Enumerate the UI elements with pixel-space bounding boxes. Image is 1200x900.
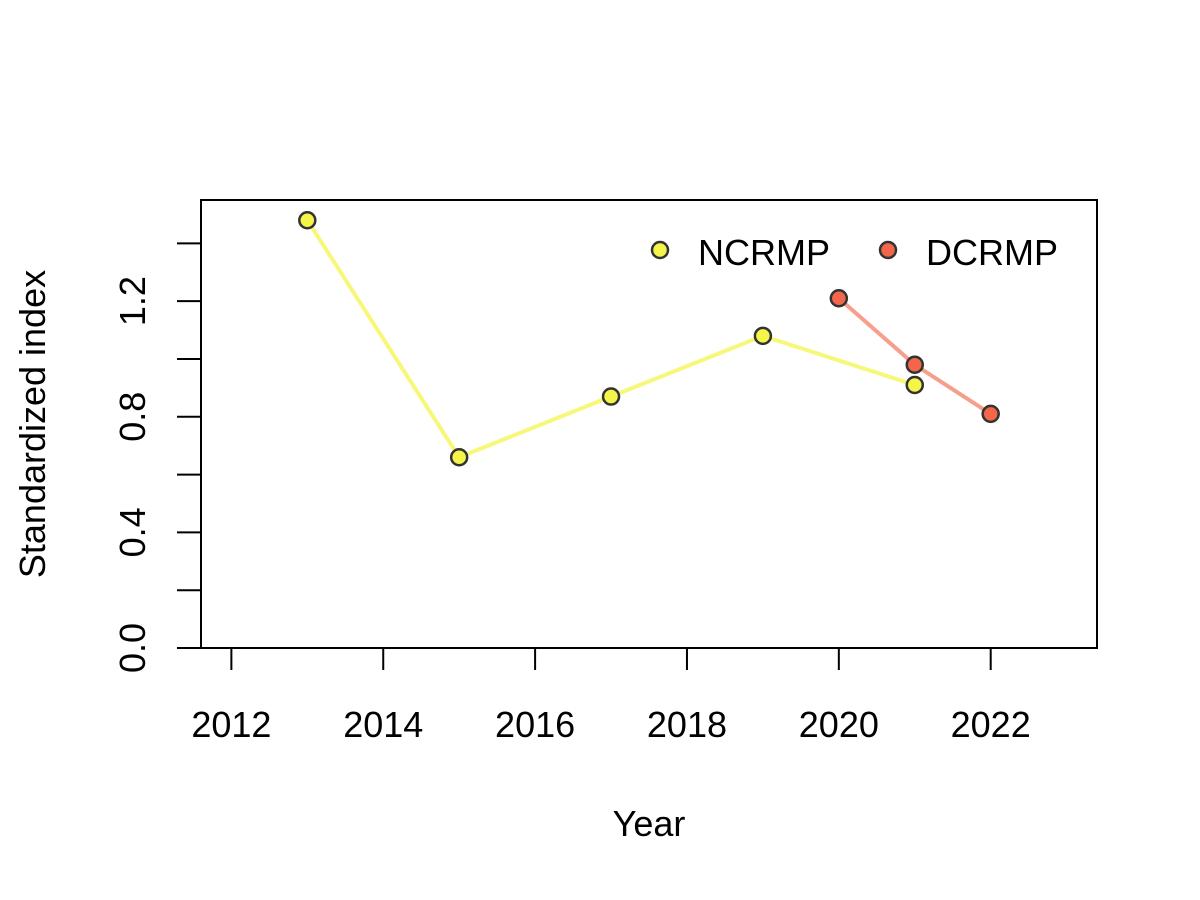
x-axis: 2012 2014 2016 2018 2020 2022 bbox=[191, 647, 1031, 745]
legend-label-dcrmp: DCRMP bbox=[926, 232, 1058, 273]
y-tick-label: 0.0 bbox=[112, 623, 153, 673]
y-axis-title: Standardized index bbox=[12, 270, 53, 578]
x-tick-label: 2016 bbox=[495, 704, 575, 745]
data-point-ncrmp bbox=[905, 375, 925, 395]
data-point-dcrmp bbox=[829, 289, 849, 308]
x-tick-label: 2012 bbox=[191, 704, 271, 745]
x-tick-label: 2014 bbox=[343, 704, 423, 745]
y-tick-label: 0.8 bbox=[112, 392, 153, 442]
y-axis: 0.0 0.4 0.8 1.2 bbox=[112, 242, 202, 673]
x-tick-label: 2018 bbox=[647, 704, 727, 745]
x-tick-label: 2022 bbox=[951, 704, 1031, 745]
legend-label-ncrmp: NCRMP bbox=[698, 232, 830, 273]
data-point-ncrmp bbox=[601, 387, 621, 406]
data-point-ncrmp bbox=[449, 447, 469, 467]
data-point-dcrmp bbox=[905, 355, 925, 374]
legend-marker-dcrmp bbox=[878, 240, 898, 260]
y-tick-label: 0.4 bbox=[112, 507, 153, 557]
x-axis-title: Year bbox=[613, 803, 686, 844]
legend-marker-ncrmp bbox=[650, 240, 670, 260]
x-tick-label: 2020 bbox=[799, 704, 879, 745]
data-point-ncrmp bbox=[298, 210, 317, 230]
legend: NCRMP DCRMP bbox=[650, 232, 1058, 273]
y-tick-label: 1.2 bbox=[112, 276, 153, 326]
data-point-dcrmp bbox=[981, 404, 1000, 424]
series-layer bbox=[298, 210, 1000, 467]
data-point-ncrmp bbox=[753, 326, 773, 346]
